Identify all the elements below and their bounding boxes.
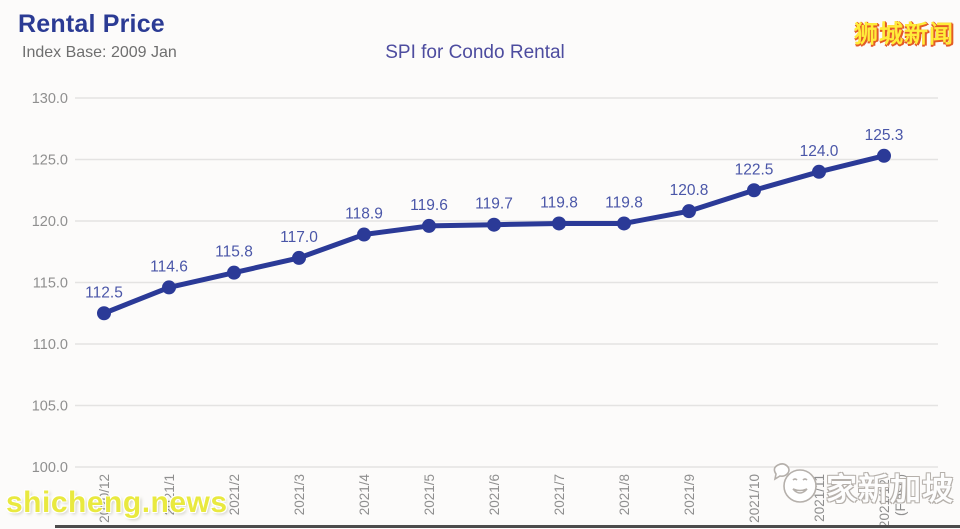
chart-title: SPI for Condo Rental <box>385 42 565 63</box>
bottom-divider <box>55 525 960 528</box>
x-tick-label: 2021/6 <box>487 474 502 515</box>
series-line <box>101 153 887 316</box>
data-point <box>552 216 566 231</box>
data-label: 114.6 <box>150 258 188 275</box>
data-point <box>682 204 696 219</box>
x-tick-label: 2021/5 <box>422 474 437 515</box>
watermark-site-url: shicheng.news <box>6 486 228 519</box>
wechat-emoji-icon <box>770 460 822 513</box>
data-label: 120.8 <box>670 182 709 199</box>
y-tick-label: 130.0 <box>32 91 68 107</box>
data-point <box>422 218 436 233</box>
data-point <box>227 265 241 280</box>
y-tick-label: 115.0 <box>33 276 68 292</box>
data-point <box>162 280 176 295</box>
data-point <box>747 183 761 198</box>
x-tick-label: 2021/1 <box>162 474 177 515</box>
data-label: 119.7 <box>475 196 513 213</box>
data-label: 117.0 <box>280 229 318 246</box>
data-label: 119.8 <box>605 194 643 211</box>
data-label: 124.0 <box>800 143 839 160</box>
watermark-brand-label: 家新加坡 <box>826 472 954 507</box>
x-tick-label: 2021/9 <box>682 474 697 515</box>
x-tick-label: 2021/7 <box>552 474 567 515</box>
data-label: 119.6 <box>410 197 448 214</box>
data-label: 125.3 <box>865 127 904 144</box>
data-point <box>877 148 891 163</box>
y-tick-label: 125.0 <box>32 153 68 169</box>
data-point <box>357 227 371 242</box>
page-subtitle: Index Base: 2009 Jan <box>22 44 177 61</box>
x-tick-label: 2020/12 <box>97 474 112 523</box>
x-tick-label: (Flash) <box>893 474 908 516</box>
data-point <box>617 216 631 231</box>
y-tick-label: 100.0 <box>32 460 68 476</box>
x-tick-label: 2021/2 <box>227 474 242 515</box>
data-label: 119.8 <box>540 194 578 211</box>
page-title: Rental Price <box>18 10 165 38</box>
x-tick-label: 2021/12* <box>877 473 892 528</box>
y-tick-label: 110.0 <box>33 337 68 353</box>
x-tick-label: 2021/3 <box>292 474 307 515</box>
data-label: 118.9 <box>345 206 383 223</box>
x-tick-label: 2021/10 <box>747 474 762 523</box>
data-point <box>292 250 306 265</box>
x-tick-label: 2021/8 <box>617 474 632 515</box>
x-tick-label: 2021/4 <box>357 474 372 516</box>
data-point <box>812 164 826 179</box>
watermark-bottom-right: 家新加坡 <box>770 460 954 513</box>
data-label: 112.5 <box>85 284 123 301</box>
data-label: 115.8 <box>215 244 253 261</box>
data-label: 122.5 <box>735 161 774 178</box>
data-point <box>487 217 501 232</box>
data-point <box>97 306 111 321</box>
watermark-top-right: 狮城新闻 <box>854 21 954 48</box>
y-tick-label: 120.0 <box>32 214 68 230</box>
y-tick-label: 105.0 <box>32 399 68 415</box>
